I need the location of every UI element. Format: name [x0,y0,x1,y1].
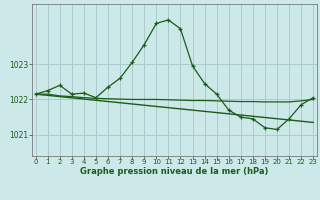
X-axis label: Graphe pression niveau de la mer (hPa): Graphe pression niveau de la mer (hPa) [80,167,268,176]
